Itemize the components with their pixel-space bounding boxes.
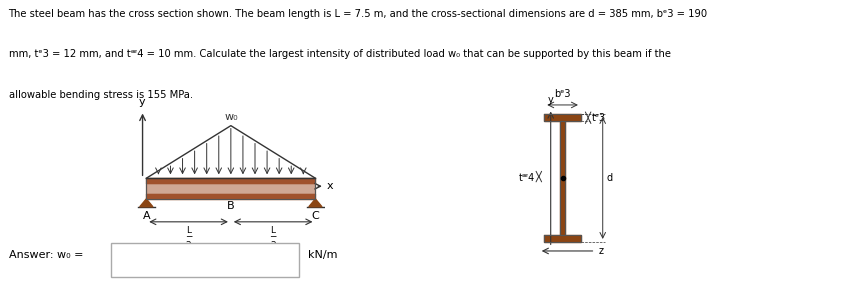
Text: y: y <box>548 95 553 105</box>
Text: Answer: w₀ =: Answer: w₀ = <box>9 250 83 260</box>
Text: y: y <box>139 97 145 107</box>
Text: L
─
2: L ─ 2 <box>186 226 192 250</box>
Text: B: B <box>227 201 234 211</box>
Text: C: C <box>311 211 319 221</box>
Bar <box>545 114 581 121</box>
Text: z: z <box>599 246 604 256</box>
Text: w₀: w₀ <box>224 112 238 122</box>
FancyBboxPatch shape <box>111 243 299 277</box>
Polygon shape <box>309 199 322 207</box>
Bar <box>560 121 565 235</box>
Bar <box>545 235 581 242</box>
Text: kN/m: kN/m <box>308 250 338 260</box>
Text: The steel beam has the cross section shown. The beam length is L = 7.5 m, and th: The steel beam has the cross section sho… <box>9 9 708 19</box>
Text: d: d <box>606 173 612 183</box>
Text: L
─
2: L ─ 2 <box>270 226 276 250</box>
Text: bᵉ3: bᵉ3 <box>554 90 571 99</box>
Polygon shape <box>139 199 153 207</box>
Text: allowable bending stress is 155 MPa.: allowable bending stress is 155 MPa. <box>9 90 192 100</box>
Text: A: A <box>143 211 150 221</box>
Text: x: x <box>327 181 333 191</box>
Text: mm, tᵉ3 = 12 mm, and tᵆ4 = 10 mm. Calculate the largest intensity of distributed: mm, tᵉ3 = 12 mm, and tᵆ4 = 10 mm. Calcul… <box>9 49 670 59</box>
Text: tᵆ4: tᵆ4 <box>519 173 535 183</box>
Text: tᵉ3: tᵉ3 <box>592 113 606 123</box>
